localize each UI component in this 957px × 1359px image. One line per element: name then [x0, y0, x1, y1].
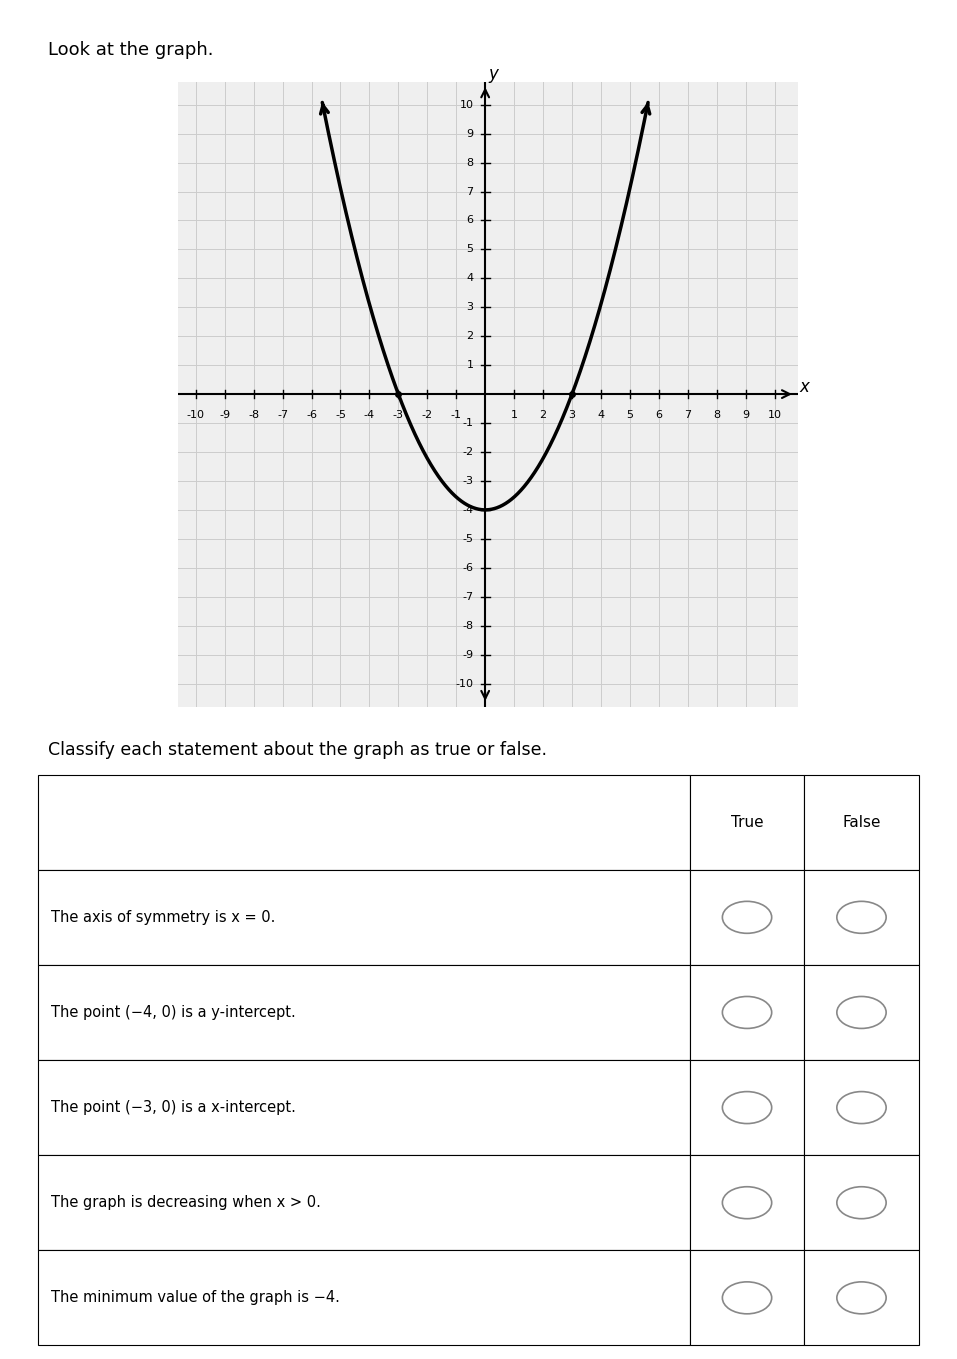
Text: -10: -10 [456, 678, 474, 689]
Bar [804, 1250, 919, 1345]
Text: -2: -2 [422, 410, 433, 420]
Text: 6: 6 [656, 410, 662, 420]
Text: 6: 6 [467, 216, 474, 226]
Text: The minimum value of the graph is −4.: The minimum value of the graph is −4. [52, 1290, 341, 1306]
Text: The point (−3, 0) is a x-intercept.: The point (−3, 0) is a x-intercept. [52, 1099, 297, 1116]
Text: -7: -7 [277, 410, 288, 420]
Text: 8: 8 [466, 158, 474, 167]
Text: -9: -9 [219, 410, 231, 420]
Text: 7: 7 [684, 410, 691, 420]
Text: -5: -5 [335, 410, 346, 420]
Bar [690, 870, 804, 965]
Text: -4: -4 [462, 506, 474, 515]
Text: -9: -9 [462, 650, 474, 659]
Bar [804, 965, 919, 1060]
Text: -6: -6 [462, 563, 474, 572]
Text: -6: -6 [306, 410, 317, 420]
Text: 5: 5 [627, 410, 634, 420]
Text: -8: -8 [248, 410, 259, 420]
Bar [804, 775, 919, 870]
Text: 2: 2 [540, 410, 546, 420]
Bar [804, 1060, 919, 1155]
Text: -3: -3 [462, 476, 474, 487]
Bar [690, 1060, 804, 1155]
Text: -4: -4 [364, 410, 375, 420]
Bar [38, 870, 690, 965]
Text: Look at the graph.: Look at the graph. [48, 41, 213, 58]
Text: 4: 4 [597, 410, 605, 420]
Bar [690, 775, 804, 870]
Text: -7: -7 [462, 591, 474, 602]
Text: 2: 2 [466, 332, 474, 341]
Bar [38, 1155, 690, 1250]
Text: The point (−4, 0) is a y-intercept.: The point (−4, 0) is a y-intercept. [52, 1004, 297, 1021]
Text: 10: 10 [459, 99, 474, 110]
Text: -3: -3 [393, 410, 404, 420]
Text: 8: 8 [713, 410, 721, 420]
Text: The axis of symmetry is x = 0.: The axis of symmetry is x = 0. [52, 909, 276, 925]
Text: 3: 3 [467, 302, 474, 313]
Text: 1: 1 [511, 410, 518, 420]
Text: -1: -1 [462, 419, 474, 428]
Text: False: False [842, 814, 880, 830]
Bar [38, 1250, 690, 1345]
Text: Classify each statement about the graph as true or false.: Classify each statement about the graph … [48, 741, 546, 758]
Text: 1: 1 [467, 360, 474, 370]
Text: -10: -10 [187, 410, 205, 420]
Text: 3: 3 [568, 410, 575, 420]
Text: 9: 9 [466, 129, 474, 139]
Bar [38, 775, 690, 870]
Bar [38, 965, 690, 1060]
Bar [38, 1060, 690, 1155]
Bar [804, 1155, 919, 1250]
Text: 9: 9 [742, 410, 749, 420]
Text: 5: 5 [467, 245, 474, 254]
Text: -2: -2 [462, 447, 474, 457]
Text: True: True [731, 814, 764, 830]
Text: 4: 4 [466, 273, 474, 283]
Text: 7: 7 [466, 186, 474, 197]
Bar [804, 870, 919, 965]
Text: -5: -5 [462, 534, 474, 544]
Bar [690, 1250, 804, 1345]
Bar [690, 965, 804, 1060]
Text: x: x [799, 378, 809, 395]
Text: -8: -8 [462, 621, 474, 631]
Text: y: y [489, 65, 499, 83]
Text: -1: -1 [451, 410, 461, 420]
Bar [690, 1155, 804, 1250]
Text: 10: 10 [768, 410, 782, 420]
Text: The graph is decreasing when x > 0.: The graph is decreasing when x > 0. [52, 1195, 322, 1211]
